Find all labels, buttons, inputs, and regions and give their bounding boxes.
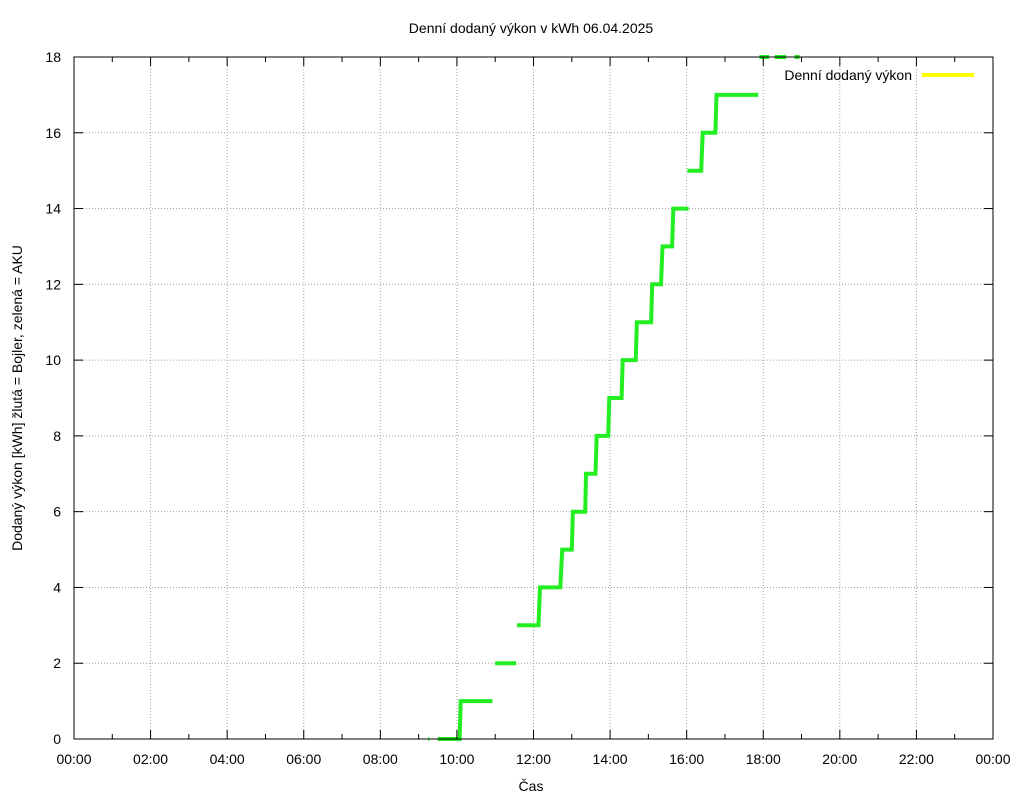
x-tick-label: 00:00 (56, 751, 91, 767)
x-tick-label: 18:00 (746, 751, 781, 767)
y-tick-label: 6 (53, 504, 61, 520)
x-tick-label: 10:00 (439, 751, 474, 767)
y-tick-label: 0 (53, 731, 61, 747)
x-axis-label: Čas (519, 778, 544, 794)
y-tick-label: 2 (53, 655, 61, 671)
x-tick-label: 22:00 (899, 751, 934, 767)
x-tick-label: 16:00 (669, 751, 704, 767)
y-tick-label: 12 (45, 276, 61, 292)
series-line-1 (517, 206, 689, 628)
legend: Denní dodaný výkon (784, 67, 974, 83)
tick-labels: 00:00 02:00 04:00 06:00 08:00 10:00 12:00 14:00… (45, 49, 1010, 767)
chart-title: Denní dodaný výkon v kWh 06.04.2025 (409, 20, 654, 36)
series-line-1 (687, 92, 759, 173)
y-tick-label: 10 (45, 352, 61, 368)
legend-label: Denní dodaný výkon (784, 67, 912, 83)
axis-ticks (73, 56, 994, 740)
y-tick-label: 16 (45, 125, 61, 141)
x-tick-label: 00:00 (975, 751, 1010, 767)
x-tick-label: 04:00 (210, 751, 245, 767)
grid-lines (74, 57, 993, 739)
x-tick-label: 20:00 (822, 751, 857, 767)
y-tick-label: 8 (53, 428, 61, 444)
x-tick-label: 08:00 (363, 751, 398, 767)
x-tick-label: 14:00 (593, 751, 628, 767)
y-axis-label: Dodaný výkon [kWh] žlutá = Bojler, zelen… (9, 245, 25, 551)
y-tick-label: 14 (45, 201, 61, 217)
x-tick-label: 06:00 (286, 751, 321, 767)
x-tick-label: 02:00 (133, 751, 168, 767)
y-tick-label: 4 (53, 579, 61, 595)
x-tick-label: 12:00 (516, 751, 551, 767)
y-tick-label: 18 (45, 49, 61, 65)
